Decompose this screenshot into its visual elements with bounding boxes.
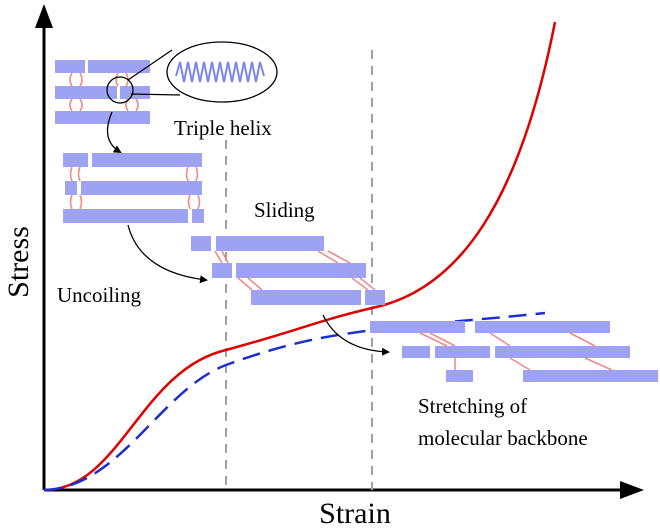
molecule-triple-helix — [55, 41, 278, 124]
molecule-sliding — [191, 236, 385, 305]
zoom-circle-icon — [106, 76, 134, 104]
stress-curve-solid — [43, 21, 557, 492]
stress-curve-dashed — [43, 311, 546, 492]
x-axis-arrow-icon — [620, 481, 644, 499]
curved-arrow-icon — [322, 314, 390, 356]
x-axis-label: Strain — [319, 497, 391, 530]
molecule-stretching — [370, 321, 658, 382]
label-uncoiling: Uncoiling — [57, 283, 141, 307]
y-axis-arrow-icon — [35, 4, 53, 28]
label-stretching-line1: Stretching of — [418, 394, 527, 418]
molecule-uncoiling — [63, 153, 204, 223]
curved-arrow-icon — [127, 224, 208, 284]
label-stretching-line2: molecular backbone — [418, 426, 588, 450]
y-axis-label: Stress — [2, 226, 35, 298]
label-triple-helix: Triple helix — [174, 116, 272, 140]
axes — [35, 4, 644, 499]
curved-arrow-icon — [106, 111, 122, 154]
label-sliding: Sliding — [254, 198, 315, 222]
helix-spring-icon — [175, 61, 265, 83]
